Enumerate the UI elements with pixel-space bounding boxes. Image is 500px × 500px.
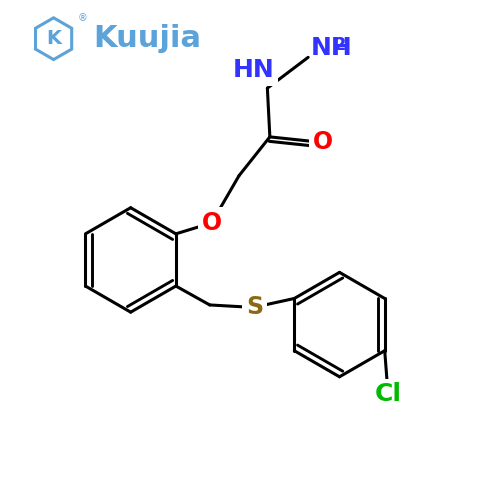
Text: Cl: Cl xyxy=(375,382,402,406)
Text: ®: ® xyxy=(78,13,87,23)
Text: O: O xyxy=(202,211,222,235)
Text: S: S xyxy=(246,296,263,320)
Text: NH: NH xyxy=(310,36,352,60)
Text: Kuujia: Kuujia xyxy=(94,24,202,53)
Text: O: O xyxy=(313,130,333,154)
Text: 2: 2 xyxy=(334,36,346,54)
Text: HN: HN xyxy=(232,58,274,82)
Text: K: K xyxy=(46,29,61,48)
